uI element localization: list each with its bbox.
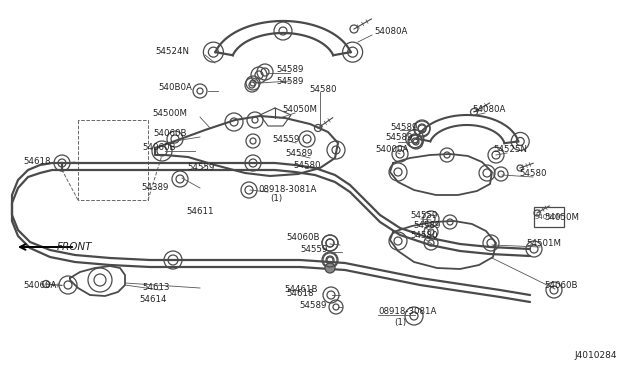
Text: 54614: 54614 — [139, 295, 166, 305]
Text: 54060B: 54060B — [544, 282, 577, 291]
Text: 54559: 54559 — [272, 135, 300, 144]
Text: 54589: 54589 — [276, 65, 303, 74]
Text: 54050M: 54050M — [535, 214, 563, 220]
Text: J4010284: J4010284 — [574, 350, 616, 359]
Text: 54589: 54589 — [413, 221, 440, 231]
Text: 54580: 54580 — [293, 160, 321, 170]
Text: 08918-3081A: 08918-3081A — [258, 185, 316, 193]
Text: 54559: 54559 — [300, 246, 328, 254]
Text: 54559: 54559 — [410, 211, 437, 219]
Text: 54618: 54618 — [286, 289, 314, 298]
Text: 54589: 54589 — [285, 150, 312, 158]
Text: 08918-3081A: 08918-3081A — [378, 308, 436, 317]
Text: 54000A: 54000A — [375, 145, 408, 154]
Text: (1): (1) — [270, 195, 282, 203]
Circle shape — [325, 263, 335, 273]
Text: 54050M: 54050M — [544, 214, 579, 222]
Text: (1): (1) — [394, 317, 406, 327]
Text: 54500M: 54500M — [152, 109, 187, 119]
Text: 54060A: 54060A — [23, 280, 56, 289]
Text: FRONT: FRONT — [57, 242, 93, 252]
Text: 54580: 54580 — [519, 170, 547, 179]
Text: 54611: 54611 — [186, 208, 214, 217]
Text: 54525N: 54525N — [493, 145, 527, 154]
Text: 54501M: 54501M — [526, 240, 561, 248]
Text: 54060B: 54060B — [142, 144, 175, 153]
Text: 54589: 54589 — [299, 301, 326, 310]
Text: 54580: 54580 — [309, 84, 337, 93]
Text: 54524N: 54524N — [155, 48, 189, 57]
Text: 54589: 54589 — [276, 77, 303, 86]
Text: 54589: 54589 — [390, 122, 417, 131]
Text: 54618: 54618 — [23, 157, 51, 167]
Text: 54050M: 54050M — [282, 106, 317, 115]
Text: 54461B: 54461B — [284, 285, 317, 295]
Text: 54589: 54589 — [385, 134, 412, 142]
Text: 54389: 54389 — [141, 183, 168, 192]
Text: 54613: 54613 — [142, 282, 170, 292]
Text: 54559: 54559 — [187, 163, 214, 171]
Text: 54080A: 54080A — [472, 106, 506, 115]
Text: 54060B: 54060B — [286, 234, 319, 243]
Text: 54580: 54580 — [410, 231, 438, 241]
FancyBboxPatch shape — [534, 207, 564, 227]
Text: 54080A: 54080A — [374, 26, 408, 35]
Text: 540B0A: 540B0A — [158, 83, 192, 93]
Text: 54060B: 54060B — [153, 129, 186, 138]
